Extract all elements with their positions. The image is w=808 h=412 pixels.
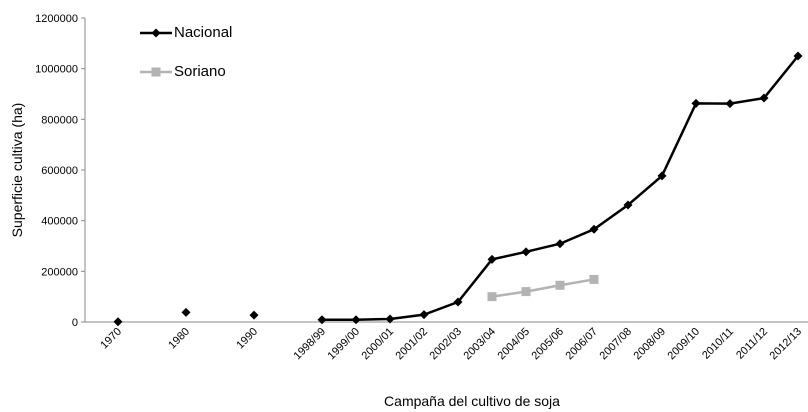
- y-axis-title: Superficie cultiva (ha): [9, 103, 25, 238]
- marker: [521, 247, 531, 257]
- marker: [487, 254, 497, 264]
- marker: [725, 99, 735, 109]
- series-line: [491, 278, 595, 298]
- marker: [249, 310, 259, 320]
- x-tick-label: 2003/04: [462, 326, 499, 363]
- y-tick-label: 0: [72, 317, 78, 329]
- x-tick-label: 2007/08: [598, 326, 635, 363]
- marker: [317, 315, 327, 325]
- y-tick-label: 400000: [41, 216, 78, 228]
- y-tick-label: 1200000: [35, 13, 78, 25]
- x-tick-label: 2008/09: [632, 326, 669, 363]
- marker: [351, 315, 361, 325]
- marker: [759, 93, 769, 103]
- marker: [555, 280, 565, 290]
- x-tick-label: 2010/11: [700, 326, 736, 362]
- x-tick-label: 2000/01: [360, 326, 397, 363]
- x-tick-label: 1990: [234, 326, 260, 352]
- x-tick-label: 1999/00: [326, 326, 363, 363]
- y-tick-label: 1000000: [35, 64, 78, 76]
- legend-label: Soriano: [174, 63, 226, 80]
- series-line: [322, 55, 799, 321]
- x-tick-label: 2002/03: [428, 326, 465, 363]
- y-tick-label: 600000: [41, 165, 78, 177]
- x-axis-title: Campaña del cultivo de soja: [384, 393, 560, 409]
- legend-marker: [151, 28, 161, 38]
- marker: [623, 200, 633, 210]
- marker: [691, 98, 701, 108]
- x-tick-label: 2009/10: [666, 326, 703, 363]
- marker: [589, 274, 599, 284]
- x-tick-label: 2006/07: [564, 326, 601, 363]
- y-tick-label: 200000: [41, 266, 78, 278]
- marker: [657, 171, 667, 181]
- marker: [453, 297, 463, 307]
- marker: [487, 292, 497, 302]
- marker: [589, 224, 599, 234]
- x-tick-label: 2005/06: [530, 326, 567, 363]
- marker: [521, 287, 531, 297]
- x-tick-label: 1980: [166, 326, 192, 352]
- x-tick-label: 1970: [98, 326, 124, 352]
- x-tick-label: 2004/05: [496, 326, 533, 363]
- x-tick-label: 2011/12: [734, 326, 770, 362]
- y-tick-label: 800000: [41, 114, 78, 126]
- x-tick-label: 2001/02: [394, 326, 431, 363]
- marker: [385, 314, 395, 324]
- legend-label: Nacional: [174, 24, 232, 41]
- x-tick-label: 2012/13: [768, 326, 805, 363]
- marker: [181, 307, 191, 317]
- legend-marker: [151, 67, 161, 77]
- marker: [555, 239, 565, 249]
- marker: [793, 51, 803, 61]
- marker: [419, 310, 429, 320]
- marker: [113, 317, 123, 327]
- x-tick-label: 1998/99: [292, 326, 329, 363]
